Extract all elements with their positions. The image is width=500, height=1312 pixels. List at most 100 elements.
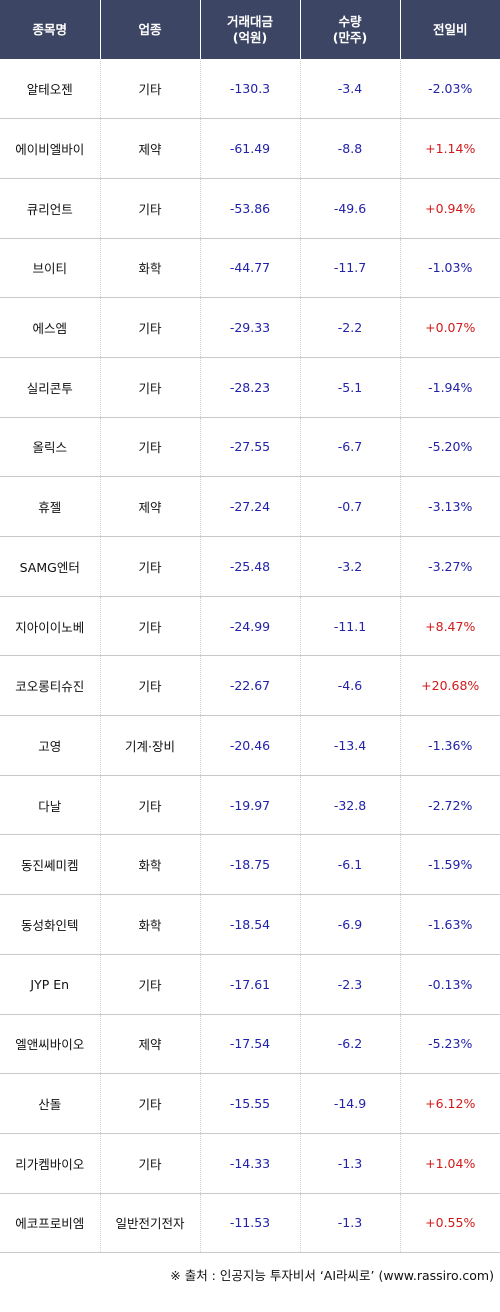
table-row: 지아이이노베 기타 -24.99 -11.1 +8.47% — [0, 596, 500, 657]
amount-cell: -27.24 — [200, 476, 301, 537]
header-name: 종목명 — [0, 0, 101, 59]
stock-name-cell: 엘앤씨바이오 — [0, 1014, 101, 1075]
change-cell: -1.03% — [400, 238, 500, 299]
change-cell: +1.14% — [400, 118, 500, 179]
amount-cell: -17.54 — [200, 1014, 301, 1075]
sector-cell: 화학 — [100, 238, 201, 299]
table-row: 실리콘투 기타 -28.23 -5.1 -1.94% — [0, 357, 500, 418]
sector-cell: 기타 — [100, 59, 201, 120]
table-row: 브이티 화학 -44.77 -11.7 -1.03% — [0, 238, 500, 299]
amount-cell: -130.3 — [200, 59, 301, 120]
change-cell: -2.03% — [400, 59, 500, 120]
sector-cell: 화학 — [100, 894, 201, 955]
sector-cell: 기타 — [100, 1133, 201, 1194]
qty-cell: -6.2 — [300, 1014, 401, 1075]
table-header-row: 종목명 업종 거래대금 (억원) 수량 (만주) 전일비 — [0, 0, 500, 59]
sector-cell: 제약 — [100, 1014, 201, 1075]
qty-cell: -11.7 — [300, 238, 401, 299]
table-row: 다날 기타 -19.97 -32.8 -2.72% — [0, 775, 500, 836]
change-cell: -1.59% — [400, 834, 500, 896]
sector-cell: 기타 — [100, 655, 201, 717]
qty-cell: -6.9 — [300, 894, 401, 955]
qty-cell: -14.9 — [300, 1073, 401, 1134]
amount-cell: -17.61 — [200, 954, 301, 1015]
amount-cell: -18.54 — [200, 894, 301, 955]
amount-cell: -25.48 — [200, 536, 301, 597]
table-body: 알테오젠 기타 -130.3 -3.4 -2.03% 에이비엘바이 제약 -61.49 -8.8… — [0, 59, 500, 1254]
qty-cell: -6.1 — [300, 834, 401, 896]
sector-cell: 기타 — [100, 178, 201, 239]
change-cell: +1.04% — [400, 1133, 500, 1194]
change-cell: -3.13% — [400, 476, 500, 537]
table-row: 동진쎄미켐 화학 -18.75 -6.1 -1.59% — [0, 834, 500, 896]
amount-cell: -15.55 — [200, 1073, 301, 1134]
table-row: 에이비엘바이 제약 -61.49 -8.8 +1.14% — [0, 118, 500, 179]
change-cell: -1.63% — [400, 894, 500, 955]
table-row: 코오롱티슈진 기타 -22.67 -4.6 +20.68% — [0, 655, 500, 717]
change-cell: +8.47% — [400, 596, 500, 657]
qty-cell: -2.2 — [300, 297, 401, 358]
table-row: 올릭스 기타 -27.55 -6.7 -5.20% — [0, 417, 500, 478]
stock-name-cell: 고영 — [0, 715, 101, 776]
sector-cell: 기타 — [100, 417, 201, 478]
header-qty: 수량 (만주) — [300, 0, 401, 59]
stock-name-cell: 동진쎄미켐 — [0, 834, 101, 896]
table-row: 고영 기계·장비 -20.46 -13.4 -1.36% — [0, 715, 500, 776]
change-cell: +20.68% — [400, 655, 500, 717]
sector-cell: 기계·장비 — [100, 715, 201, 776]
stock-name-cell: SAMG엔터 — [0, 536, 101, 597]
stock-name-cell: 에스엠 — [0, 297, 101, 358]
qty-cell: -1.3 — [300, 1193, 401, 1254]
sector-cell: 기타 — [100, 536, 201, 597]
qty-cell: -49.6 — [300, 178, 401, 239]
table-row: 산돌 기타 -15.55 -14.9 +6.12% — [0, 1073, 500, 1134]
qty-cell: -2.3 — [300, 954, 401, 1015]
stock-name-cell: 다날 — [0, 775, 101, 836]
amount-cell: -14.33 — [200, 1133, 301, 1194]
amount-cell: -27.55 — [200, 417, 301, 478]
qty-cell: -4.6 — [300, 655, 401, 717]
amount-cell: -11.53 — [200, 1193, 301, 1254]
sector-cell: 기타 — [100, 775, 201, 836]
amount-cell: -44.77 — [200, 238, 301, 299]
stock-name-cell: 동성화인텍 — [0, 894, 101, 955]
sector-cell: 기타 — [100, 954, 201, 1015]
qty-cell: -13.4 — [300, 715, 401, 776]
amount-cell: -53.86 — [200, 178, 301, 239]
table-row: 에스엠 기타 -29.33 -2.2 +0.07% — [0, 297, 500, 358]
qty-cell: -3.4 — [300, 59, 401, 120]
change-cell: -1.36% — [400, 715, 500, 776]
sector-cell: 기타 — [100, 1073, 201, 1134]
change-cell: -0.13% — [400, 954, 500, 1015]
qty-cell: -1.3 — [300, 1133, 401, 1194]
sector-cell: 기타 — [100, 596, 201, 657]
stock-name-cell: JYP En — [0, 954, 101, 1015]
table-row: 큐리언트 기타 -53.86 -49.6 +0.94% — [0, 178, 500, 239]
amount-cell: -19.97 — [200, 775, 301, 836]
header-change: 전일비 — [400, 0, 500, 59]
stock-name-cell: 큐리언트 — [0, 178, 101, 239]
table-row: 에코프로비엠 일반전기전자 -11.53 -1.3 +0.55% — [0, 1193, 500, 1254]
qty-cell: -0.7 — [300, 476, 401, 537]
sector-cell: 일반전기전자 — [100, 1193, 201, 1254]
change-cell: +6.12% — [400, 1073, 500, 1134]
qty-cell: -5.1 — [300, 357, 401, 418]
table-row: 동성화인텍 화학 -18.54 -6.9 -1.63% — [0, 894, 500, 955]
sector-cell: 제약 — [100, 118, 201, 179]
stock-name-cell: 지아이이노베 — [0, 596, 101, 657]
stock-name-cell: 실리콘투 — [0, 357, 101, 418]
qty-cell: -11.1 — [300, 596, 401, 657]
stock-name-cell: 에코프로비엠 — [0, 1193, 101, 1254]
qty-cell: -6.7 — [300, 417, 401, 478]
stock-name-cell: 리가켐바이오 — [0, 1133, 101, 1194]
source-note: ※ 출처 : 인공지능 투자비서 ‘AI라씨로’ (www.rassiro.co… — [170, 1268, 494, 1284]
stock-name-cell: 에이비엘바이 — [0, 118, 101, 179]
table-row: SAMG엔터 기타 -25.48 -3.2 -3.27% — [0, 536, 500, 597]
stock-name-cell: 코오롱티슈진 — [0, 655, 101, 717]
table-row: 휴젤 제약 -27.24 -0.7 -3.13% — [0, 476, 500, 537]
change-cell: -3.27% — [400, 536, 500, 597]
amount-cell: -18.75 — [200, 834, 301, 896]
change-cell: -1.94% — [400, 357, 500, 418]
stock-name-cell: 알테오젠 — [0, 59, 101, 120]
header-amount: 거래대금 (억원) — [200, 0, 301, 59]
